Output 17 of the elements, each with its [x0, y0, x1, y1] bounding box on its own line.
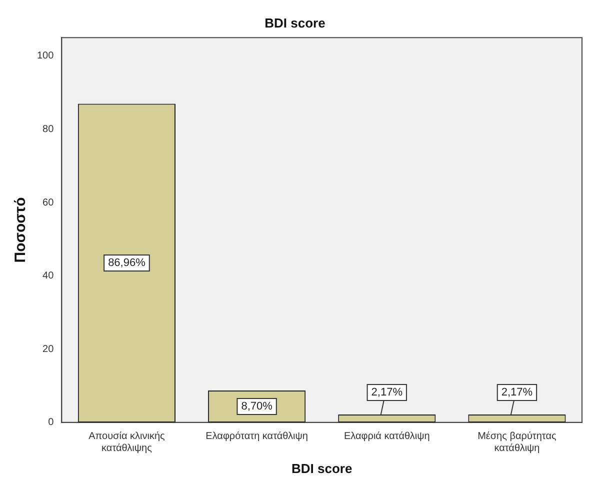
data-label: 2,17% [501, 386, 533, 398]
y-tick-label: 60 [42, 197, 54, 208]
data-label: 86,96% [108, 257, 146, 270]
y-tick-label: 80 [42, 124, 54, 135]
y-tick-label: 20 [42, 344, 54, 355]
y-tick-label: 0 [48, 417, 54, 428]
y-tick-label: 40 [42, 270, 54, 282]
data-label: 8,70% [241, 400, 273, 412]
x-tick-label: Απουσία κλινικής κατάθλιψης [88, 431, 166, 454]
x-tick-label: Μέσης βαρύτητας κατάθλιψη [478, 431, 557, 454]
chart-title: BDI score [264, 15, 326, 30]
y-axis-title: Ποσοστό [12, 197, 30, 263]
data-label: 2,17% [371, 386, 403, 398]
x-axis-title: BDI score [291, 460, 352, 476]
y-tick-label: 100 [36, 50, 54, 62]
x-tick-label: Ελαφριά κατάθλιψη [344, 431, 430, 442]
x-tick-label: Ελαφρότατη κατάθλιψη [206, 431, 308, 442]
